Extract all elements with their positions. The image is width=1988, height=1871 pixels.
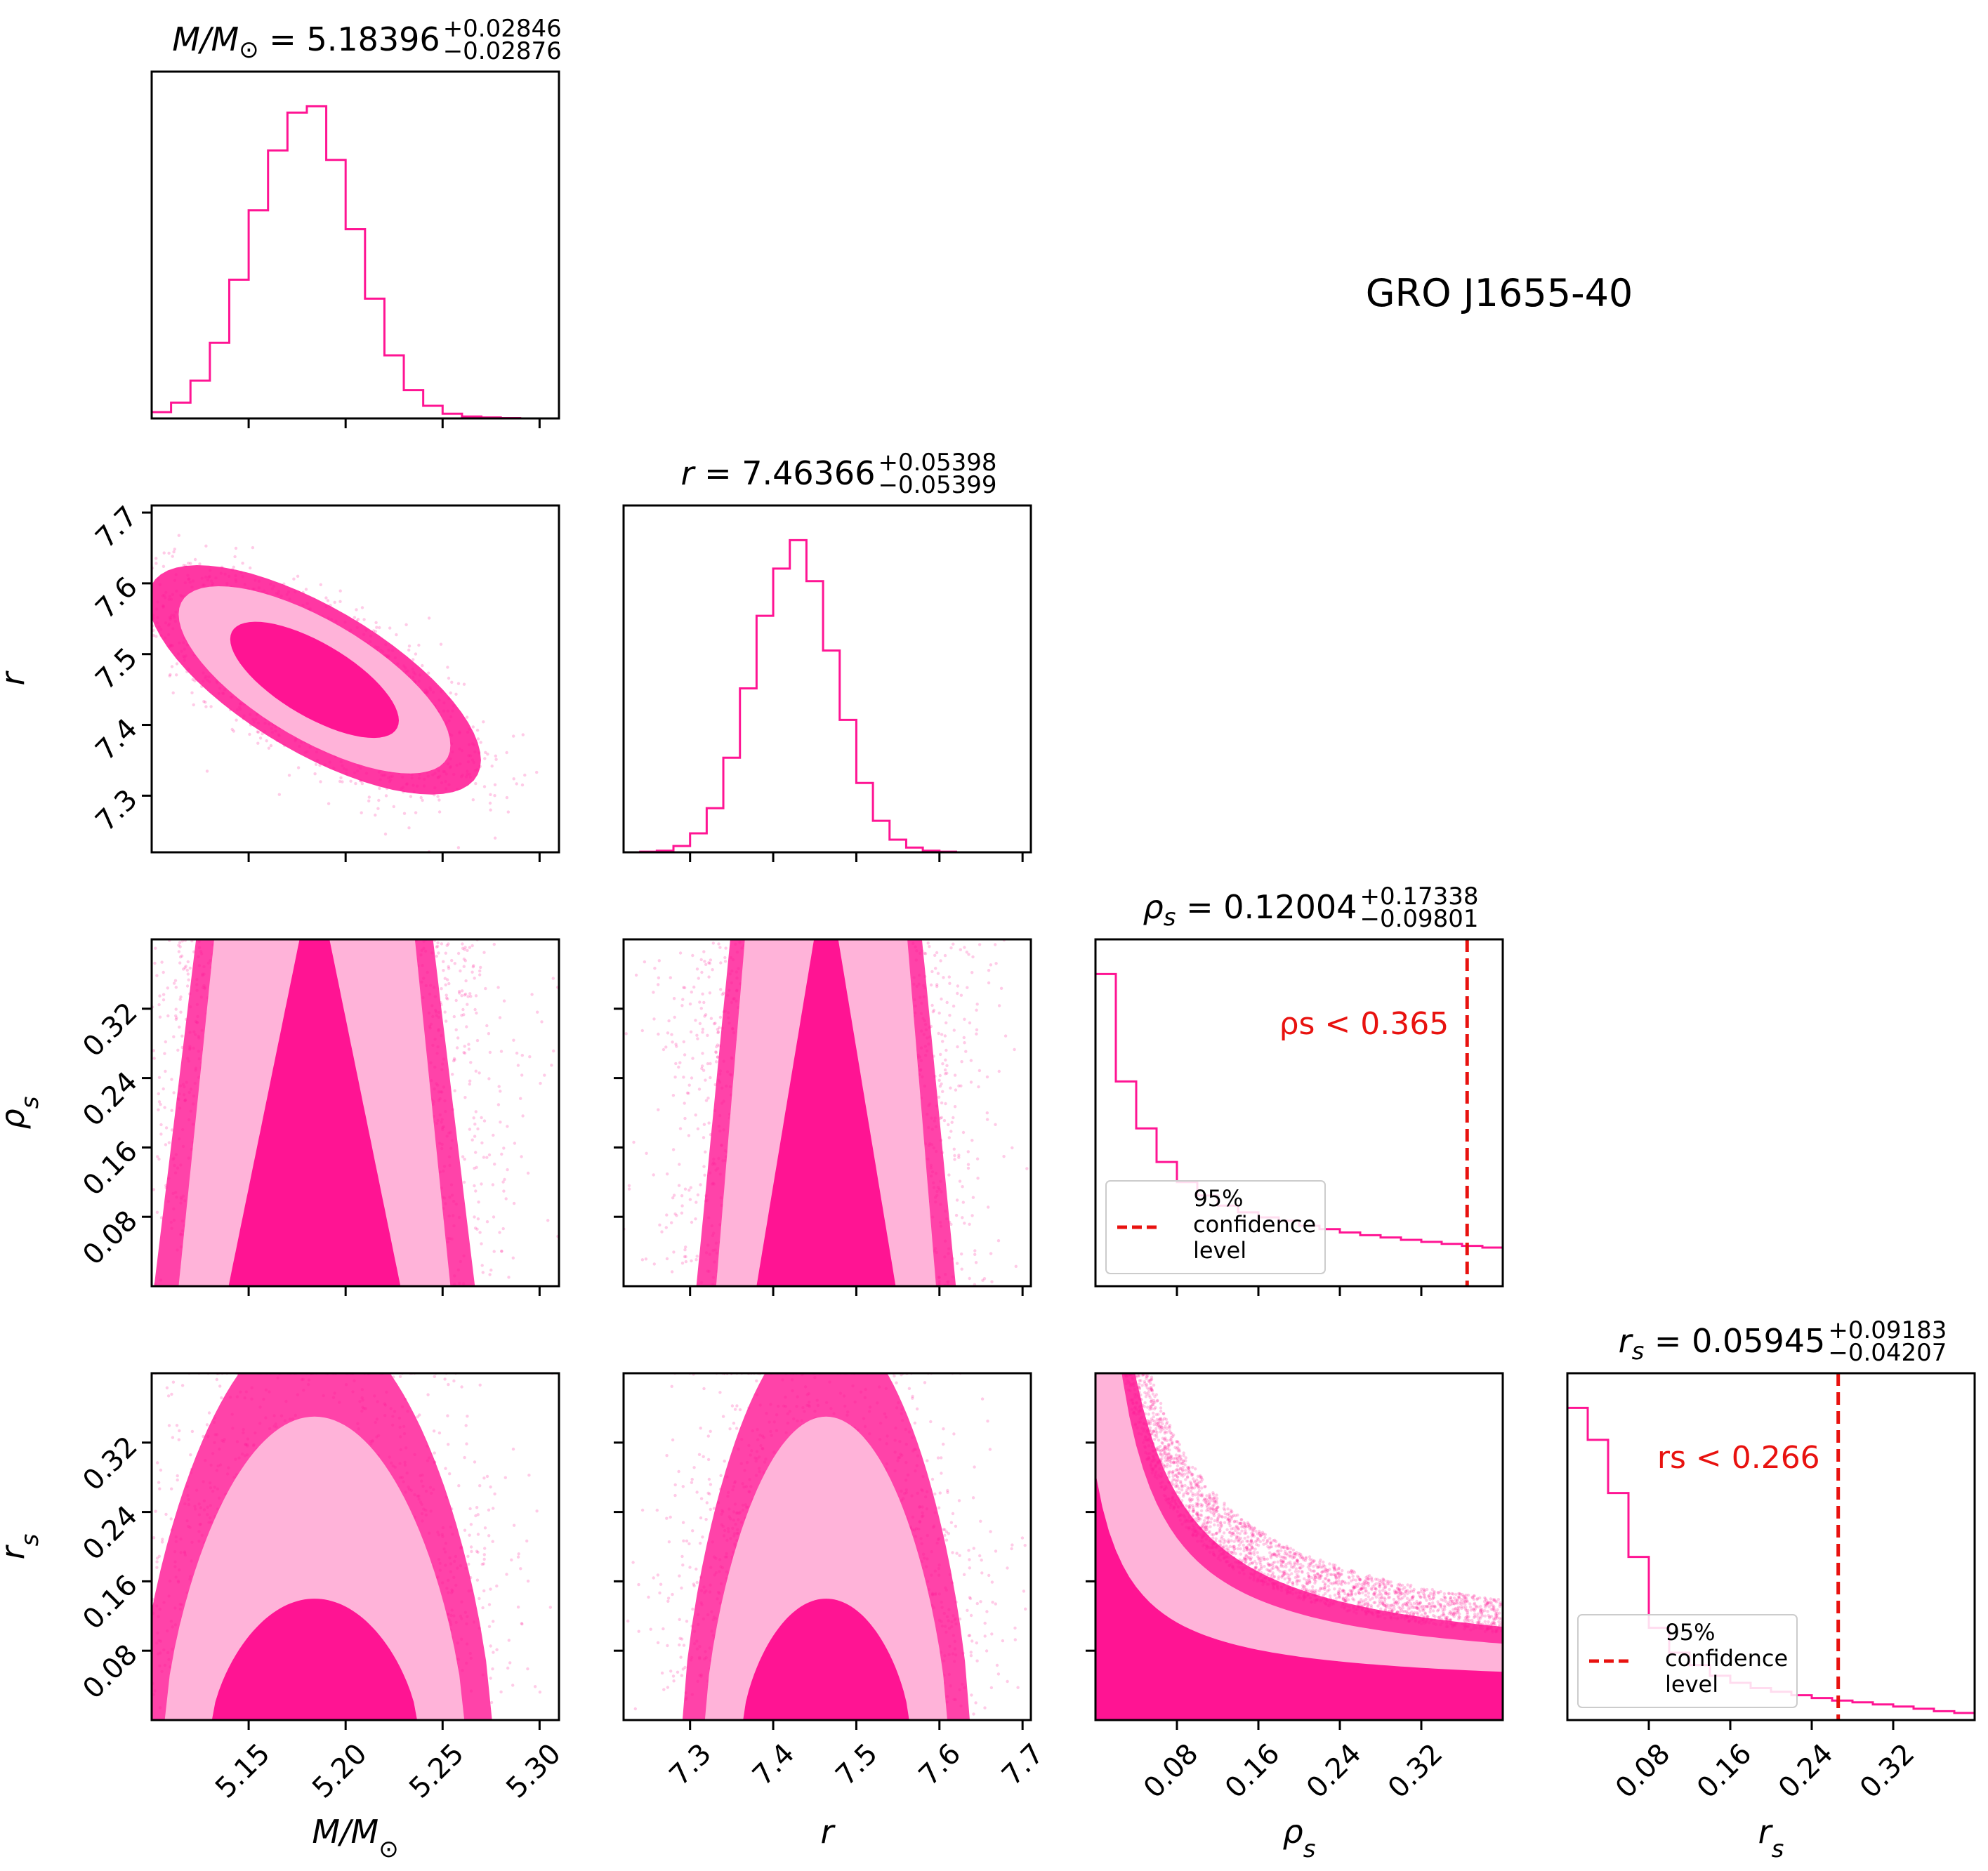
x-axis-label-rho_s: ρs [1283, 1813, 1316, 1863]
hist-panel-r [624, 538, 1031, 852]
title-minus-r_s: −0.04207 [1828, 1339, 1947, 1367]
titles-layer: M/M⊙ = 5.18396 +0.02846−0.02876 r = 7.4636… [172, 15, 1947, 1367]
title-plus-r: +0.05398 [878, 449, 996, 477]
axes-frame-3-2 [1094, 1372, 1504, 1721]
title-plus-rho_s: +0.17338 [1360, 882, 1478, 911]
x-tick-label-rho_s: 0.16 [1219, 1738, 1286, 1805]
x-tick-label-r: 7.4 [746, 1738, 801, 1792]
contour-inner [743, 1599, 909, 1720]
y-tick-label-r: 7.6 [89, 571, 144, 626]
y-tick-label-rho_s: 0.08 [77, 1205, 144, 1272]
title-minus-M: −0.02876 [443, 37, 562, 65]
title-r: r = 7.46366 +0.05398−0.05399 [681, 449, 997, 499]
hist-step-M [152, 105, 559, 418]
axes-frame-3-1 [622, 1372, 1032, 1721]
y-axis-label-r_s: rs [0, 1534, 44, 1560]
x-tick-label-r_s: 0.32 [1854, 1738, 1921, 1805]
x-tick-label-M: 5.20 [306, 1738, 374, 1805]
object-label: GRO J1655-40 [1366, 271, 1633, 315]
title-minus-rho_s: −0.09801 [1360, 905, 1478, 933]
y-tick-label-r_s: 0.32 [77, 1430, 144, 1498]
y-tick-label-r: 7.5 [89, 642, 144, 696]
y-tick-label-r_s: 0.16 [77, 1569, 144, 1637]
x-tick-label-rho_s: 0.24 [1301, 1738, 1368, 1805]
panel-rho_s-vs-r [624, 939, 1029, 1286]
panel-r_s-vs-rho_s [1095, 1373, 1503, 1720]
y-tick-label-r: 7.7 [89, 500, 144, 555]
title-text-rho_s: ρs = 0.12004 [1143, 888, 1357, 932]
contour-inner [230, 621, 399, 739]
limit-label-rho_s: ρs < 0.365 [1279, 1006, 1449, 1042]
x-axis-label-r_s: rs [1758, 1813, 1784, 1863]
x-axis-label-M: M/M⊙ [312, 1813, 398, 1863]
axes-frame-2-0 [150, 938, 560, 1288]
axes-frame-2-2 [1094, 938, 1504, 1288]
legend-text-line2: confidence [1665, 1645, 1788, 1672]
title-plus-M: +0.02846 [443, 15, 562, 43]
y-tick-label-r: 7.3 [89, 784, 144, 838]
y-tick-label-r: 7.4 [89, 713, 144, 767]
x-axis-label-r: r [821, 1813, 836, 1851]
hist-step-r [624, 538, 1031, 852]
title-plus-r_s: +0.09183 [1828, 1316, 1947, 1344]
x-tick-label-M: 5.25 [403, 1738, 470, 1805]
contour-inner [228, 939, 401, 1286]
axes-frame-0-0 [150, 70, 560, 420]
legend-text-line2: confidence [1193, 1211, 1316, 1238]
title-minus-r: −0.05399 [878, 471, 996, 499]
x-tick-label-r_s: 0.24 [1772, 1738, 1840, 1805]
x-tick-label-r_s: 0.08 [1610, 1738, 1677, 1805]
contour-outer [164, 1416, 465, 1720]
title-text-M: M/M⊙ = 5.18396 [172, 20, 440, 64]
legend-box [1105, 1180, 1326, 1274]
y-tick-label-r_s: 0.08 [77, 1639, 144, 1706]
y-tick-label-rho_s: 0.16 [77, 1135, 144, 1203]
panel-r_s-vs-r [626, 1373, 1027, 1720]
axes-frame-3-3 [1566, 1372, 1976, 1721]
hist-panel-M [152, 105, 559, 418]
x-tick-label-M: 5.15 [209, 1738, 277, 1805]
axes-frame-2-1 [622, 938, 1032, 1288]
x-tick-label-M: 5.30 [500, 1738, 567, 1805]
contour-outer [704, 1416, 947, 1720]
x-tick-label-rho_s: 0.08 [1138, 1738, 1205, 1805]
legend-text-line3: level [1665, 1671, 1718, 1698]
axes-frame-1-0 [150, 504, 560, 854]
contour-inner [211, 1599, 417, 1720]
y-tick-label-r_s: 0.24 [77, 1500, 144, 1567]
x-tick-label-r: 7.3 [664, 1738, 718, 1792]
x-tick-label-rho_s: 0.32 [1382, 1738, 1449, 1805]
x-tick-label-r: 7.7 [996, 1738, 1051, 1792]
panel-r-vs-M [152, 534, 539, 852]
x-tick-label-r: 7.6 [913, 1738, 968, 1792]
limit-label-r_s: rs < 0.266 [1657, 1440, 1820, 1476]
y-tick-label-rho_s: 0.24 [77, 1066, 144, 1133]
panel-r_s-vs-M [152, 1373, 559, 1720]
y-axis-label-r: r [0, 670, 32, 685]
y-tick-label-rho_s: 0.32 [77, 996, 144, 1064]
title-rho_s: ρs = 0.12004 +0.17338−0.09801 [1143, 882, 1479, 933]
y-axis-label-rho_s: ρs [0, 1097, 44, 1130]
contour-inner [756, 939, 896, 1286]
title-text-r: r = 7.46366 [681, 454, 876, 492]
contour-inner [1095, 1473, 1503, 1720]
legend-text-line1: 95% [1665, 1619, 1715, 1646]
title-text-r_s: rs = 0.05945 [1619, 1322, 1826, 1366]
x-tick-label-r_s: 0.16 [1691, 1738, 1758, 1805]
axes-frame-1-1 [622, 504, 1032, 854]
axes-frame-3-0 [150, 1372, 560, 1721]
legend-box [1577, 1614, 1798, 1708]
legend-text-line1: 95% [1193, 1185, 1243, 1212]
title-M: M/M⊙ = 5.18396 +0.02846−0.02876 [172, 15, 561, 65]
x-tick-label-r: 7.5 [829, 1738, 884, 1792]
title-r_s: rs = 0.05945 +0.09183−0.04207 [1619, 1316, 1947, 1367]
legend-text-line3: level [1193, 1237, 1246, 1264]
panel-rho_s-vs-M [152, 939, 559, 1286]
